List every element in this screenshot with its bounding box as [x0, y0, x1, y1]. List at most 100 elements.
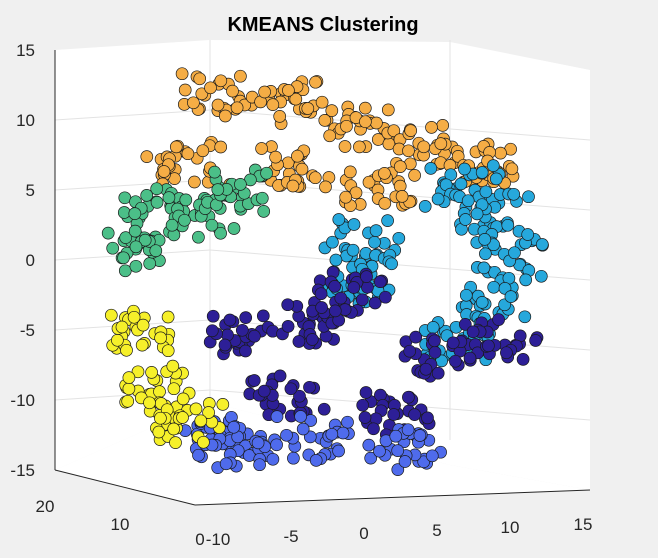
data-point [218, 109, 232, 123]
data-point [206, 309, 220, 323]
data-point [489, 172, 503, 186]
data-point [296, 422, 310, 436]
data-point [248, 329, 261, 343]
data-point [150, 196, 164, 209]
data-point [127, 310, 141, 324]
data-point [419, 362, 433, 376]
x-tick-label: 5 [432, 521, 441, 540]
data-point [216, 398, 230, 411]
data-point [303, 430, 317, 444]
data-point [318, 114, 332, 127]
data-point [178, 213, 191, 227]
data-point [162, 191, 176, 204]
data-point [446, 336, 460, 350]
data-point [401, 423, 415, 437]
data-point [387, 124, 401, 138]
x-tick-label: 15 [574, 515, 593, 534]
data-point [255, 191, 269, 205]
data-point [289, 92, 303, 106]
data-point [258, 85, 271, 99]
data-point [487, 280, 501, 294]
data-point [255, 142, 268, 155]
data-point [230, 101, 244, 115]
data-point [145, 366, 158, 379]
data-point [140, 189, 154, 202]
data-point [157, 165, 171, 178]
z-tick-label: 5 [26, 181, 35, 200]
data-point [131, 365, 145, 379]
data-point [381, 103, 395, 117]
data-point [193, 72, 207, 86]
data-point [475, 296, 489, 309]
grid-line [209, 109, 591, 141]
data-point [257, 384, 271, 398]
data-point [378, 197, 392, 210]
data-point [334, 291, 348, 305]
data-point [286, 179, 300, 193]
data-point [459, 288, 473, 302]
data-point [205, 218, 219, 232]
data-point [169, 140, 183, 154]
data-point [136, 318, 150, 332]
data-point [494, 146, 507, 160]
data-point [270, 410, 284, 423]
data-point [214, 74, 228, 88]
data-point [314, 287, 328, 301]
data-point [417, 455, 431, 469]
data-point [500, 346, 513, 360]
data-point [505, 162, 519, 176]
data-point [328, 304, 342, 318]
data-point [425, 449, 439, 463]
data-point [492, 313, 505, 326]
data-point [368, 235, 381, 249]
data-point [475, 166, 489, 179]
data-point [477, 261, 491, 275]
data-point [195, 87, 209, 101]
data-point [161, 310, 175, 324]
data-point [256, 309, 270, 323]
data-point [398, 455, 412, 468]
data-point [239, 311, 253, 324]
data-point [287, 451, 300, 465]
data-point [454, 177, 468, 191]
data-points [101, 67, 549, 476]
data-point [403, 344, 417, 358]
data-point [205, 324, 219, 338]
data-point [122, 382, 136, 396]
data-point [391, 444, 405, 457]
data-point [301, 102, 315, 115]
grid-line [54, 109, 211, 121]
z-tick-label: -5 [20, 321, 35, 340]
data-point [227, 222, 241, 235]
data-point [253, 458, 266, 472]
data-point [192, 230, 205, 244]
data-point [251, 436, 265, 450]
data-point [270, 438, 283, 452]
data-point [373, 275, 387, 289]
data-point [326, 235, 339, 249]
data-point [463, 351, 477, 365]
data-point [418, 200, 432, 213]
data-point [470, 207, 484, 221]
data-point [328, 280, 342, 293]
data-point [117, 206, 131, 219]
data-point [292, 335, 306, 348]
data-point [479, 185, 493, 199]
data-point [153, 385, 166, 398]
data-point [323, 129, 337, 143]
data-point [339, 190, 353, 204]
data-point [115, 320, 129, 334]
data-point [336, 426, 350, 440]
data-point [154, 411, 167, 425]
data-point [294, 410, 307, 423]
data-point [118, 264, 132, 278]
data-point [214, 140, 228, 154]
data-point [166, 359, 180, 373]
data-point [486, 159, 500, 172]
data-point [260, 166, 273, 180]
y-tick-label: 20 [36, 497, 55, 516]
data-point [458, 318, 472, 331]
data-point [417, 140, 431, 154]
data-point [393, 160, 407, 173]
